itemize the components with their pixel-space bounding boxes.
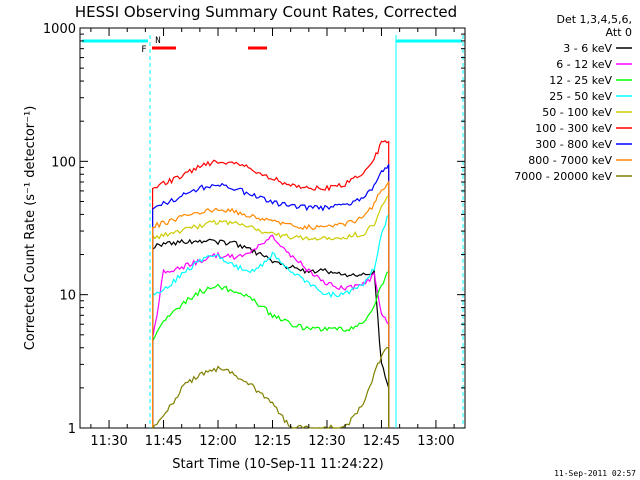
x-tick-label: 12:15: [254, 434, 291, 449]
legend-label: 6 - 12 keV: [556, 58, 612, 71]
x-tick-label: 11:45: [145, 434, 182, 449]
legend-label: 25 - 50 keV: [549, 90, 612, 103]
y-axis-label: Corrected Count Rate (s⁻¹ detector⁻¹): [23, 106, 38, 351]
footer-timestamp: 11-Sep-2011 02:57: [554, 469, 636, 478]
legend-label: 12 - 25 keV: [549, 74, 612, 87]
legend-label: 50 - 100 keV: [542, 106, 612, 119]
y-axis-ticks: 1 10 100 1000: [43, 22, 465, 437]
x-tick-label: 12:00: [199, 434, 236, 449]
y-tick-label: 1000: [43, 22, 76, 37]
y-tick-label: 10: [59, 289, 76, 304]
series-line: [152, 212, 390, 428]
legend-label: 300 - 800 keV: [535, 138, 612, 151]
series-line: [152, 346, 390, 429]
x-tick-label: 13:00: [417, 434, 454, 449]
series-line: [152, 139, 390, 428]
series-line: [152, 164, 390, 428]
series-line: [152, 180, 390, 428]
series-line: [152, 238, 390, 428]
saa-flag-label: N: [155, 36, 160, 46]
observing-flags: FN: [82, 35, 464, 428]
legend-label: 3 - 6 keV: [563, 42, 612, 55]
x-axis-ticks: 11:30 11:45 12:00 12:15 12:30 12:45 13:00: [90, 28, 455, 449]
y-tick-label: 100: [51, 155, 76, 170]
legend-label: 7000 - 20000 keV: [514, 170, 612, 183]
series-lines: [152, 139, 390, 429]
legend-label: 800 - 7000 keV: [528, 154, 612, 167]
legend-header: Att 0: [606, 26, 632, 39]
series-line: [152, 234, 390, 428]
series-line: [152, 194, 390, 428]
flare-flag-label: F: [141, 45, 146, 55]
legend: Det 1,3,4,5,6,Att 0 3 - 6 keV 6 - 12 keV 12…: [514, 13, 632, 183]
x-axis-label: Start Time (10-Sep-11 11:24:22): [172, 457, 383, 472]
y-tick-label: 1: [68, 422, 76, 437]
x-tick-label: 12:45: [363, 434, 400, 449]
x-tick-label: 11:30: [90, 434, 127, 449]
chart-title: HESSI Observing Summary Count Rates, Cor…: [75, 3, 457, 21]
plot-area: [79, 27, 466, 429]
plot-frame: [79, 27, 466, 429]
series-line: [152, 269, 390, 428]
x-tick-label: 12:30: [308, 434, 345, 449]
legend-header: Det 1,3,4,5,6,: [556, 13, 632, 26]
legend-label: 100 - 300 keV: [535, 122, 612, 135]
